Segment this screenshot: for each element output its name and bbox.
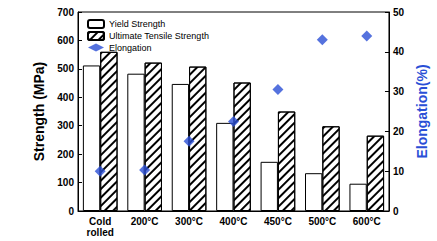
svg-text:Cold: Cold [89, 216, 111, 227]
svg-text:0: 0 [68, 206, 74, 217]
svg-text:300°C: 300°C [175, 216, 203, 227]
svg-text:200: 200 [57, 149, 74, 160]
svg-text:450°C: 450°C [264, 216, 292, 227]
svg-text:rolled: rolled [87, 227, 114, 238]
svg-text:50: 50 [393, 7, 405, 18]
svg-text:600: 600 [57, 35, 74, 46]
svg-text:Ultimate Tensile Strength: Ultimate Tensile Strength [109, 31, 209, 41]
svg-text:100: 100 [57, 177, 74, 188]
svg-text:10: 10 [393, 166, 405, 177]
svg-text:500°C: 500°C [308, 216, 336, 227]
svg-text:40: 40 [393, 46, 405, 57]
svg-text:30: 30 [393, 86, 405, 97]
svg-text:700: 700 [57, 7, 74, 18]
svg-text:Elongation(%): Elongation(%) [414, 64, 430, 158]
svg-text:Yield Strength: Yield Strength [109, 19, 165, 29]
svg-text:Elongation: Elongation [109, 43, 152, 53]
svg-text:600°C: 600°C [353, 216, 381, 227]
svg-text:400°C: 400°C [220, 216, 248, 227]
svg-text:300: 300 [57, 120, 74, 131]
svg-text:400: 400 [57, 92, 74, 103]
svg-text:200°C: 200°C [131, 216, 159, 227]
svg-text:20: 20 [393, 126, 405, 137]
svg-text:500: 500 [57, 63, 74, 74]
svg-text:Strength (MPa): Strength (MPa) [31, 62, 47, 162]
svg-text:0: 0 [393, 206, 399, 217]
